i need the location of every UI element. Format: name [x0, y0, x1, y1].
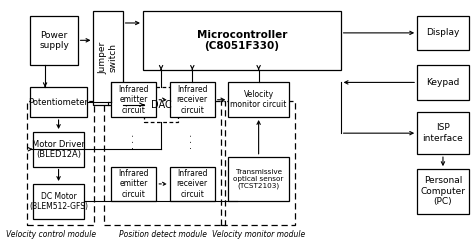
- FancyBboxPatch shape: [33, 132, 84, 167]
- Text: Infrared
receiver
circuit: Infrared receiver circuit: [177, 169, 208, 199]
- FancyBboxPatch shape: [30, 87, 87, 117]
- Text: · · ·: · · ·: [129, 134, 139, 149]
- Text: Velocity control module: Velocity control module: [6, 230, 96, 239]
- FancyBboxPatch shape: [417, 169, 469, 214]
- FancyBboxPatch shape: [143, 11, 341, 70]
- FancyBboxPatch shape: [417, 15, 469, 50]
- Text: Personal
Computer
(PC): Personal Computer (PC): [420, 177, 465, 206]
- FancyBboxPatch shape: [417, 112, 469, 154]
- Text: Velocity
monitor circuit: Velocity monitor circuit: [230, 90, 287, 110]
- FancyBboxPatch shape: [144, 87, 178, 122]
- Text: Infrared
emitter
circuit: Infrared emitter circuit: [118, 169, 149, 199]
- Text: DAC: DAC: [151, 100, 172, 110]
- Text: Transmissive
optical sensor
(TCST2103): Transmissive optical sensor (TCST2103): [233, 169, 284, 189]
- Text: Power
supply: Power supply: [39, 31, 69, 50]
- Text: Motor Driver
(BLED12A): Motor Driver (BLED12A): [32, 139, 85, 159]
- FancyBboxPatch shape: [93, 11, 123, 105]
- FancyBboxPatch shape: [33, 184, 84, 219]
- Text: Display: Display: [426, 28, 460, 37]
- Text: Velocity monitor module: Velocity monitor module: [212, 230, 305, 239]
- FancyBboxPatch shape: [170, 167, 215, 201]
- FancyBboxPatch shape: [228, 82, 289, 117]
- FancyBboxPatch shape: [30, 15, 78, 65]
- Text: ISP
interface: ISP interface: [423, 124, 463, 143]
- Text: Keypad: Keypad: [426, 78, 460, 87]
- Text: Infrared
emitter
circuit: Infrared emitter circuit: [118, 85, 149, 115]
- FancyBboxPatch shape: [170, 82, 215, 117]
- Text: Microcontroller
(C8051F330): Microcontroller (C8051F330): [197, 30, 287, 51]
- Text: Jumper
switch: Jumper switch: [98, 42, 118, 74]
- Text: Position detect module: Position detect module: [119, 230, 207, 239]
- FancyBboxPatch shape: [111, 82, 156, 117]
- FancyBboxPatch shape: [228, 157, 289, 201]
- Text: · · ·: · · ·: [187, 134, 197, 149]
- Text: Potentiometer: Potentiometer: [28, 98, 89, 107]
- Text: Infrared
receiver
circuit: Infrared receiver circuit: [177, 85, 208, 115]
- FancyBboxPatch shape: [111, 167, 156, 201]
- FancyBboxPatch shape: [417, 65, 469, 100]
- Text: DC Motor
(BLEM512-GFS): DC Motor (BLEM512-GFS): [29, 191, 88, 211]
